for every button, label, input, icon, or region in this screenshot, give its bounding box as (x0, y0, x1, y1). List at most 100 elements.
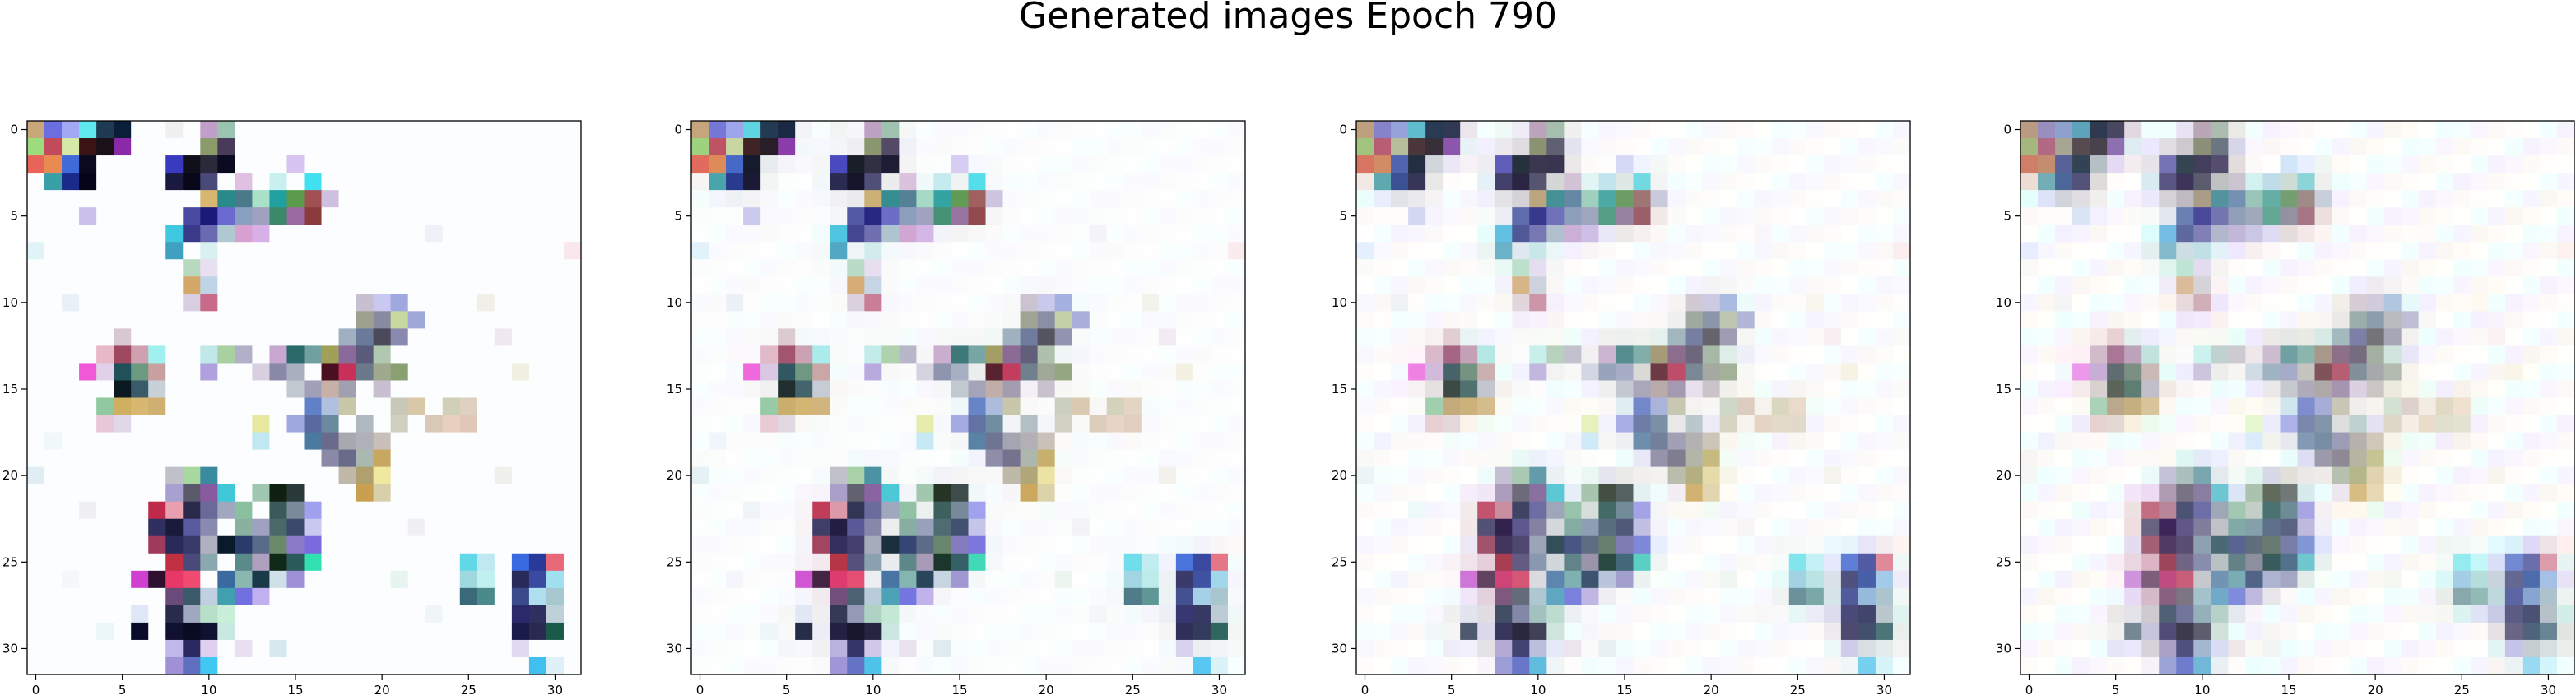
image-pixel (27, 294, 45, 312)
image-pixel (2298, 294, 2316, 312)
image-pixel (1460, 536, 1478, 554)
image-pixel (1356, 294, 1374, 312)
image-pixel (2072, 276, 2090, 294)
image-pixel (1686, 415, 1704, 433)
image-pixel (881, 450, 900, 468)
image-pixel (1425, 554, 1444, 572)
image-pixel (114, 311, 132, 329)
image-pixel (986, 294, 1004, 312)
image-pixel (165, 121, 184, 139)
image-pixel (2384, 276, 2402, 294)
image-pixel (2505, 121, 2523, 139)
image-pixel (2557, 276, 2575, 294)
image-pixel (760, 450, 779, 468)
image-pixel (726, 415, 744, 433)
image-pixel (847, 259, 865, 277)
image-pixel (1107, 242, 1125, 260)
image-pixel (1072, 536, 1090, 554)
image-pixel (512, 450, 530, 468)
image-pixel (1876, 484, 1894, 503)
image-pixel (2557, 640, 2575, 658)
image-pixel (2557, 345, 2575, 364)
image-pixel (2176, 484, 2194, 503)
image-pixel (1391, 259, 1409, 277)
image-pixel (546, 588, 565, 606)
image-pixel (356, 502, 374, 520)
image-pixel (391, 173, 409, 191)
image-pixel (495, 467, 513, 485)
image-pixel (183, 571, 201, 589)
image-pixel (2402, 276, 2420, 294)
image-pixel (1616, 467, 1634, 485)
image-pixel (1090, 345, 1108, 364)
image-pixel (1107, 536, 1125, 554)
image-pixel (1211, 519, 1229, 537)
image-pixel (2419, 623, 2437, 641)
image-pixel (1228, 657, 1246, 675)
image-pixel (235, 138, 253, 156)
image-pixel (1176, 138, 1194, 156)
image-pixel (356, 433, 374, 451)
image-pixel (1634, 623, 1652, 641)
image-pixel (1841, 294, 1859, 312)
image-pixel (1356, 623, 1374, 641)
image-pixel (529, 328, 547, 346)
image-pixel (322, 640, 340, 658)
image-pixel (391, 345, 409, 364)
image-pixel (2540, 554, 2558, 572)
image-pixel (2540, 225, 2558, 243)
image-pixel (1772, 328, 1790, 346)
image-pixel (62, 225, 80, 243)
image-pixel (1703, 605, 1721, 623)
image-pixel (443, 294, 461, 312)
image-pixel (1616, 294, 1634, 312)
image-pixel (27, 363, 45, 381)
image-pixel (1193, 121, 1211, 139)
image-pixel (391, 467, 409, 485)
image-pixel (2488, 207, 2506, 225)
image-pixel (564, 225, 582, 243)
image-pixel (391, 311, 409, 329)
image-pixel (1107, 433, 1125, 451)
image-pixel (691, 242, 709, 260)
image-pixel (286, 276, 305, 294)
image-pixel (986, 484, 1004, 503)
image-pixel (79, 484, 97, 503)
image-pixel (933, 121, 951, 139)
image-pixel (1443, 484, 1461, 503)
image-pixel (1090, 623, 1108, 641)
image-pixel (726, 467, 744, 485)
image-pixel (2315, 311, 2333, 329)
image-pixel (2107, 276, 2125, 294)
image-pixel (322, 138, 340, 156)
image-pixel (512, 311, 530, 329)
image-pixel (1176, 207, 1194, 225)
image-pixel (62, 640, 80, 658)
image-pixel (969, 173, 987, 191)
image-pixel (1211, 121, 1229, 139)
image-pixel (1598, 519, 1616, 537)
image-pixel (114, 294, 132, 312)
image-pixel (2055, 450, 2073, 468)
image-pixel (1443, 398, 1461, 416)
image-pixel (951, 121, 969, 139)
image-pixel (2505, 155, 2523, 174)
image-pixel (1003, 311, 1021, 329)
image-pixel (2280, 138, 2298, 156)
image-pixel (881, 173, 900, 191)
image-pixel (847, 345, 865, 364)
image-pixel (881, 190, 900, 208)
y-tick-label: 20 (1996, 468, 2011, 483)
image-pixel (1634, 138, 1652, 156)
image-pixel (795, 536, 813, 554)
image-pixel (2315, 640, 2333, 658)
image-pixel (374, 484, 392, 503)
image-pixel (1772, 276, 1790, 294)
image-pixel (79, 554, 97, 572)
image-pixel (881, 207, 900, 225)
image-pixel (512, 138, 530, 156)
image-pixel (200, 155, 218, 174)
image-pixel (1176, 605, 1194, 623)
image-pixel (1356, 207, 1374, 225)
image-pixel (986, 502, 1004, 520)
